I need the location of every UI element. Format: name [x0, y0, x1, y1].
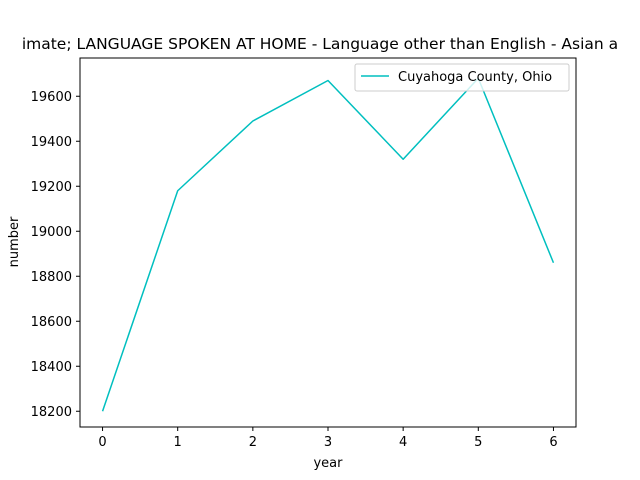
series-line-0 — [101, 77, 555, 412]
y-tick-label: 19400 — [31, 135, 72, 150]
legend-label: Cuyahoga County, Ohio — [398, 70, 552, 85]
legend: Cuyahoga County, Ohio — [354, 63, 570, 92]
x-tick-label: 1 — [174, 435, 182, 450]
y-tick-label: 18400 — [31, 360, 72, 375]
x-axis-label: year — [313, 456, 343, 471]
series-layer — [101, 77, 555, 412]
x-tick-label: 4 — [399, 435, 407, 450]
y-tick-label: 18600 — [31, 315, 72, 330]
plot-area — [79, 57, 577, 428]
chart-title: imate; LANGUAGE SPOKEN AT HOME - Languag… — [22, 35, 618, 53]
plot-frame — [79, 57, 577, 428]
y-axis-label: number — [7, 216, 22, 267]
y-tick-label: 19000 — [31, 225, 72, 240]
y-tick-label: 19200 — [31, 180, 72, 195]
x-tick-label: 3 — [324, 435, 332, 450]
x-tick-label: 6 — [549, 435, 557, 450]
y-axis: 18200 18400 18600 18800 19000 19200 19400 19600 — [31, 90, 80, 420]
x-tick-label: 2 — [249, 435, 257, 450]
y-tick-label: 18800 — [31, 270, 72, 285]
x-tick-label: 5 — [474, 435, 482, 450]
x-tick-label: 0 — [98, 435, 106, 450]
y-tick-label: 18200 — [31, 405, 72, 420]
y-tick-label: 19600 — [31, 90, 72, 105]
legend-box — [354, 63, 570, 92]
x-axis: 0 1 2 3 4 5 6 — [98, 427, 558, 450]
